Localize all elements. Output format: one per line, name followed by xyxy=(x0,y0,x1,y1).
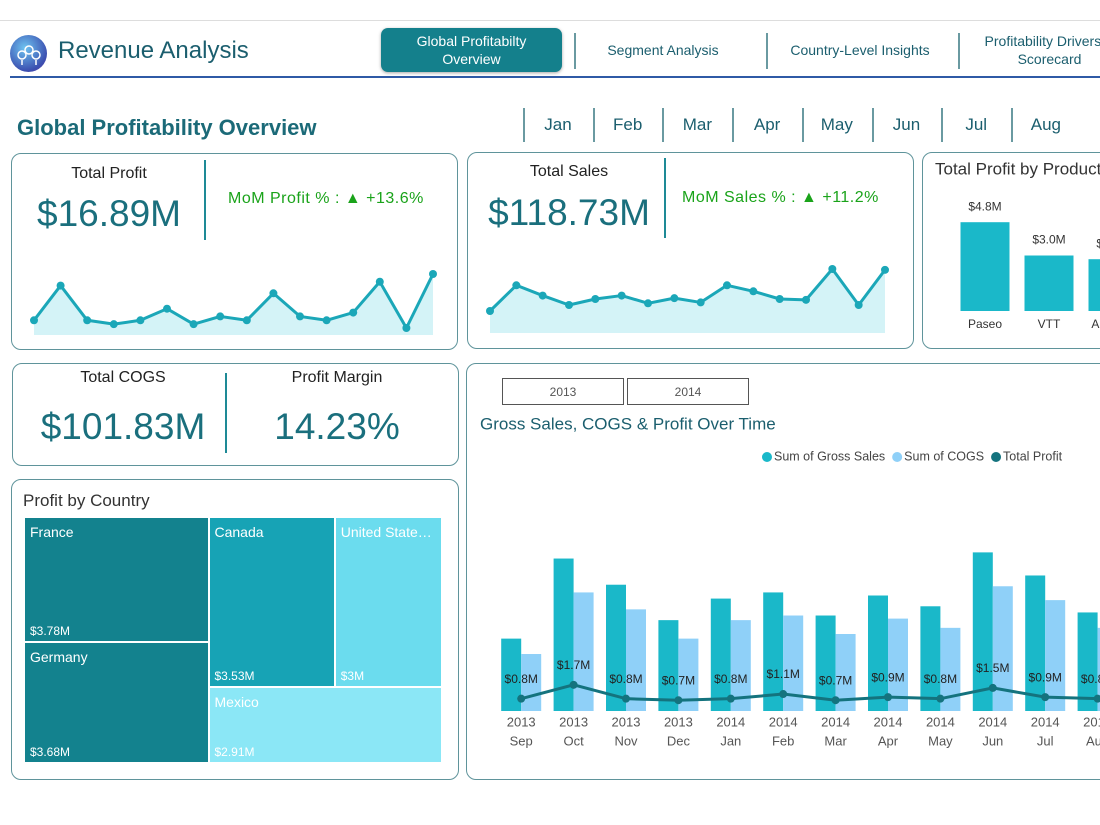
chart-title: Profit by Country xyxy=(23,491,150,510)
header-rule xyxy=(10,76,1100,78)
nav-tab[interactable]: Profitability Drivers & Scorecard xyxy=(984,33,1100,67)
kpi-value: $101.83M xyxy=(40,406,206,447)
page-title: Global Profitability Overview xyxy=(17,115,317,140)
up-arrow: ▲ xyxy=(801,189,818,206)
product-card xyxy=(922,152,1100,349)
year-button[interactable]: 2013 xyxy=(502,378,624,405)
nav-separator xyxy=(574,33,576,69)
logo xyxy=(10,35,47,72)
kpi-value: 14.23% xyxy=(274,406,400,447)
treemap-tile: Germany $3.68M xyxy=(24,641,209,763)
tile-value: $3M xyxy=(340,669,365,684)
mom-indicator: MoM Profit % : ▲ +13.6% xyxy=(228,190,424,208)
cogs-card xyxy=(12,363,459,466)
treemap-tile: Canada $3.53M xyxy=(208,517,335,688)
year-button[interactable]: 2014 xyxy=(627,378,749,405)
top-border xyxy=(0,20,1100,21)
month-button[interactable]: Jan xyxy=(523,108,591,142)
treemap-tile: France $3.78M xyxy=(24,517,209,642)
mom-value: +11.2% xyxy=(822,189,879,206)
kpi-label: Total Sales xyxy=(529,163,609,180)
app-title: Revenue Analysis xyxy=(58,37,249,64)
month-button[interactable]: May xyxy=(801,108,870,142)
tile-label: Mexico xyxy=(214,694,259,711)
tile-value: $3.78M xyxy=(30,623,71,638)
tile-label: Germany xyxy=(30,648,88,665)
nav-tab[interactable]: Segment Analysis xyxy=(607,42,719,58)
logo-icon xyxy=(17,45,41,65)
tile-value: $3.53M xyxy=(214,669,255,684)
treemap-tile: United States of America $3M xyxy=(334,517,442,688)
mom-value: +13.6% xyxy=(366,190,424,207)
tile-label: Canada xyxy=(214,524,264,540)
mom-indicator: MoM Sales % : ▲ +11.2% xyxy=(682,189,879,207)
divider xyxy=(204,160,206,240)
month-button[interactable]: Jul xyxy=(941,108,1009,142)
time-card xyxy=(466,363,1100,780)
treemap-tile: Mexico $2.91M xyxy=(208,687,442,763)
sales-card xyxy=(467,152,914,349)
kpi-value: $16.89M xyxy=(37,193,181,234)
tile-value: $2.91M xyxy=(214,744,255,759)
divider xyxy=(225,373,227,453)
month-button[interactable]: Feb xyxy=(592,108,661,142)
month-button[interactable]: Mar xyxy=(662,108,730,142)
treemap: France $3.78M Germany $3.68M Canada $3.53M Uni… xyxy=(24,517,442,763)
month-button[interactable]: Jun xyxy=(871,108,940,142)
mom-label: MoM Profit % : xyxy=(228,190,340,207)
month-button[interactable]: Aug xyxy=(1010,108,1079,142)
tile-label: United States of America xyxy=(340,524,437,540)
tile-value: $3.68M xyxy=(30,744,71,759)
kpi-value: $118.73M xyxy=(488,192,650,233)
nav-separator xyxy=(958,33,960,69)
tile-label: France xyxy=(30,524,74,540)
nav-tab[interactable]: Global Profitabilty Overview xyxy=(381,28,562,72)
mom-label: MoM Sales % : xyxy=(682,189,797,206)
nav-tab[interactable]: Country-Level Insights xyxy=(790,42,930,58)
up-arrow: ▲ xyxy=(344,190,362,207)
kpi-label: Total COGS xyxy=(80,369,166,386)
nav-separator xyxy=(766,33,768,69)
divider xyxy=(664,158,666,238)
month-button[interactable]: Apr xyxy=(732,108,800,142)
kpi-label: Total Profit xyxy=(71,165,147,182)
kpi-label: Profit Margin xyxy=(291,369,383,386)
